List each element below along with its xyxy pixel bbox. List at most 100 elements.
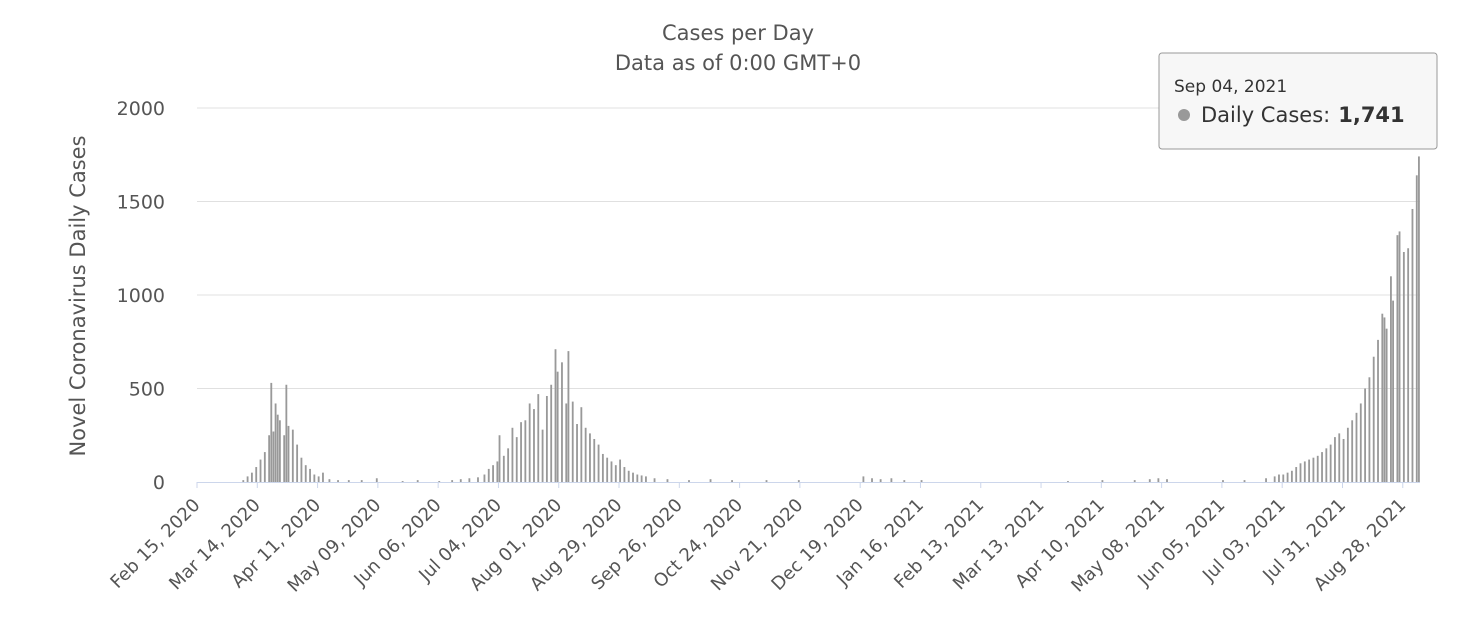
bar[interactable] [511,427,514,482]
bar[interactable] [1273,476,1276,482]
bar[interactable] [593,438,596,482]
bar[interactable] [731,480,733,482]
bar[interactable] [610,461,613,482]
bar[interactable] [1101,480,1104,482]
bar[interactable] [533,409,535,482]
bar[interactable] [541,429,544,482]
bar[interactable] [1321,452,1323,482]
bar[interactable] [1295,467,1298,482]
bar[interactable] [1368,377,1371,482]
bar[interactable] [920,480,923,482]
bar[interactable] [242,480,245,482]
bar[interactable] [879,479,882,482]
bar[interactable] [640,475,643,482]
bar[interactable] [468,478,471,482]
bar[interactable] [276,414,279,482]
bar[interactable] [360,480,363,482]
bar[interactable] [507,448,510,482]
bar[interactable] [597,444,600,482]
bar[interactable] [619,459,622,482]
bar[interactable] [1243,480,1246,482]
bar[interactable] [871,478,873,482]
bar[interactable] [1346,427,1349,482]
bar[interactable] [1351,420,1354,482]
bar[interactable] [268,435,271,482]
bar[interactable] [313,474,316,482]
bar[interactable] [309,468,311,482]
bar[interactable] [1299,463,1302,482]
bar[interactable] [524,420,527,482]
bar[interactable] [797,480,800,482]
bar[interactable] [477,477,479,482]
bar[interactable] [1411,208,1414,483]
bar[interactable] [1415,175,1418,482]
bar[interactable] [1290,470,1293,482]
bar[interactable] [375,478,378,482]
bar[interactable] [1359,403,1362,482]
bar[interactable] [498,435,501,482]
bar[interactable] [1222,480,1224,482]
bar[interactable] [291,429,294,482]
bar[interactable] [1418,156,1420,482]
bar[interactable] [632,472,634,482]
bar[interactable] [645,476,647,482]
bar[interactable] [890,478,893,482]
bar[interactable] [1157,478,1160,482]
bar[interactable] [688,480,690,482]
bar[interactable] [270,382,273,482]
bar[interactable] [438,481,441,482]
bar[interactable] [1364,388,1367,483]
bar[interactable] [1396,235,1399,482]
bar[interactable] [1381,313,1384,482]
bar[interactable] [1392,300,1394,482]
bar[interactable] [765,480,768,482]
bar[interactable] [627,470,630,482]
bar[interactable] [1166,479,1168,482]
bar[interactable] [1133,480,1136,482]
bar[interactable] [1316,455,1319,482]
bar[interactable] [1342,438,1345,482]
bar[interactable] [565,403,568,482]
bar[interactable] [259,459,262,482]
bar[interactable] [451,480,454,482]
bar[interactable] [496,461,499,482]
bar[interactable] [589,433,591,482]
bar[interactable] [1265,478,1267,482]
bar[interactable] [296,444,299,482]
bar[interactable] [1398,231,1401,482]
bar[interactable] [274,403,277,482]
bar[interactable] [623,467,626,482]
bar[interactable] [1377,339,1379,482]
bar[interactable] [545,395,548,482]
bar[interactable] [1325,448,1328,482]
bar[interactable] [285,384,288,482]
bar[interactable] [1402,251,1405,482]
bar[interactable] [1355,412,1358,482]
bar[interactable] [606,457,609,482]
bar[interactable] [328,479,331,482]
bar[interactable] [653,478,656,482]
bar[interactable] [601,453,604,482]
bar[interactable] [571,401,574,482]
bar[interactable] [520,422,522,482]
bar[interactable] [272,431,275,482]
bar[interactable] [250,472,253,482]
bar[interactable] [1303,461,1306,482]
bar[interactable] [317,476,320,482]
bar[interactable] [1329,444,1332,482]
bar[interactable] [1372,356,1375,482]
bar[interactable] [502,455,505,482]
bar[interactable] [580,407,583,482]
bar[interactable] [1308,459,1311,482]
bar[interactable] [550,384,553,482]
bar[interactable] [576,424,578,482]
bar[interactable] [614,465,617,482]
bar[interactable] [537,394,540,482]
bar[interactable] [337,480,339,482]
bar-series[interactable] [242,156,1420,483]
bar[interactable] [636,474,639,482]
bar[interactable] [1282,474,1285,482]
bar[interactable] [554,349,557,482]
bar[interactable] [903,480,906,482]
bar[interactable] [1338,433,1341,482]
